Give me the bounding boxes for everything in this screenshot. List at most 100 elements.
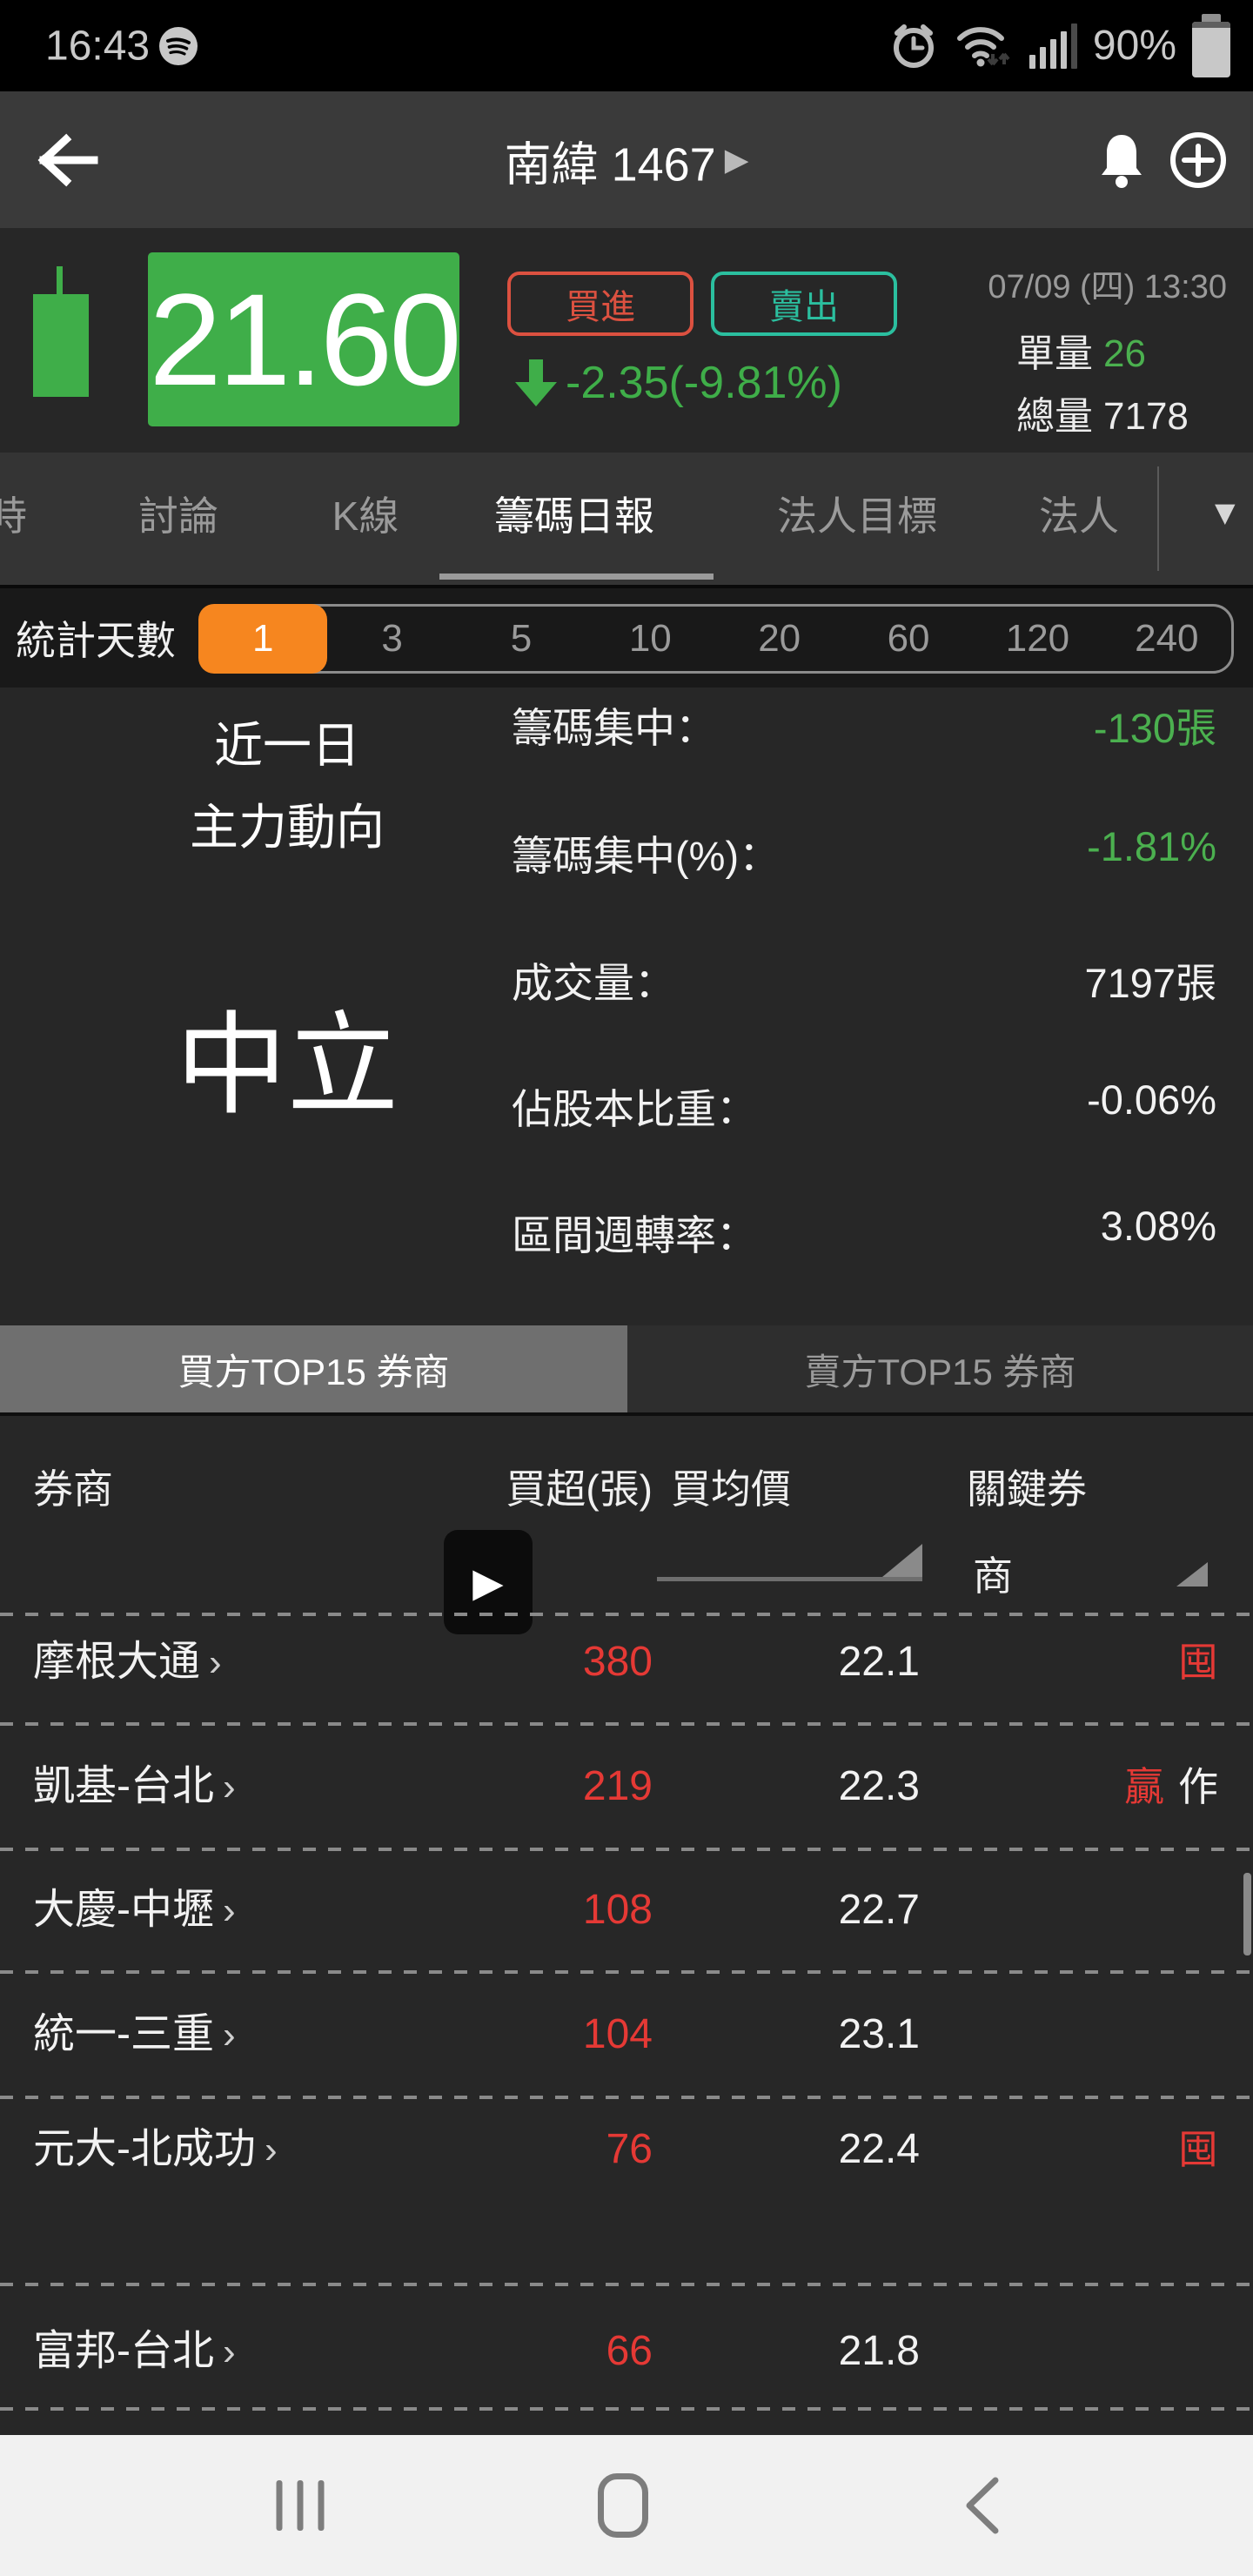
- day-option-20[interactable]: 20: [758, 617, 801, 660]
- dashed-separator: [0, 1722, 1253, 1726]
- sell-button[interactable]: 賣出: [711, 272, 897, 336]
- table-row[interactable]: 摩根大通 › 380 22.1 囤: [0, 1633, 1253, 1799]
- broker-top15-toggle: 買方TOP15 券商 賣方TOP15 券商: [0, 1325, 1253, 1416]
- android-back-button[interactable]: [962, 2475, 1001, 2536]
- recents-button[interactable]: [276, 2480, 325, 2531]
- col-header-net-buy[interactable]: 買超(張): [506, 1466, 653, 1512]
- day-option-120[interactable]: 120: [1005, 617, 1070, 660]
- section-tab-bar: 時 討論 K線 籌碼日報 法人目標 法人 ▼: [0, 453, 1253, 588]
- summary-label: 佔股本比重：: [512, 1086, 757, 1132]
- broker-name: 凱基-台北: [33, 1763, 214, 1809]
- add-to-watchlist-button[interactable]: [1168, 130, 1229, 191]
- home-button[interactable]: [598, 2473, 648, 2538]
- chevron-right-icon: ›: [223, 1766, 236, 1808]
- broker-name-link[interactable]: 統一-三重 ›: [33, 2006, 294, 2064]
- tab-sell-top15[interactable]: 賣方TOP15 券商: [627, 1325, 1253, 1412]
- key-broker-badge: 作: [1178, 1764, 1218, 1809]
- chevron-right-icon: ›: [209, 1641, 222, 1684]
- stock-name-code: 南緯 1467: [504, 138, 716, 191]
- main-force-verdict: 中立: [175, 1003, 399, 1128]
- current-price: 21.60: [149, 265, 461, 413]
- col-header-key-broker-line2[interactable]: 商: [973, 1553, 1013, 1599]
- summary-label: 成交量：: [512, 960, 675, 1006]
- col-header-key-broker[interactable]: 關鍵券: [967, 1466, 1087, 1512]
- unit-volume-value: 26: [1103, 332, 1146, 375]
- notification-bell-button[interactable]: [1095, 130, 1149, 191]
- tab-3[interactable]: 籌碼日報: [494, 493, 654, 539]
- back-button[interactable]: [33, 129, 103, 191]
- quote-datetime: 07/09 (四) 13:30: [988, 269, 1227, 305]
- status-icons: 90%: [888, 13, 1230, 77]
- broker-name-link[interactable]: 富邦-台北 ›: [33, 2323, 294, 2381]
- tab-0[interactable]: 時: [0, 493, 27, 539]
- table-row[interactable]: 富邦-台北 › 66 21.8: [0, 2323, 1253, 2488]
- broker-name: 摩根大通: [33, 1639, 201, 1685]
- broker-table: 券商 買超(張) 買均價 關鍵券 商 ▶ 摩根大通 › 380 22.1 囤凱基-台北 ›…: [0, 1416, 1253, 2435]
- tab-4[interactable]: 法人目標: [777, 493, 937, 539]
- net-buy-value: 66: [606, 2328, 653, 2374]
- scrollbar-thumb[interactable]: [1243, 1873, 1251, 1955]
- status-bar: 16:43: [0, 0, 1253, 91]
- period-text-line1: 近一日: [214, 718, 360, 773]
- chevron-right-icon: ›: [223, 2014, 236, 2056]
- dashed-separator: [0, 2407, 1253, 2411]
- key-broker-badges: 囤: [1164, 2121, 1218, 2178]
- sort-ascending-icon[interactable]: [882, 1544, 922, 1577]
- dashed-separator: [0, 1613, 1253, 1616]
- day-option-3[interactable]: 3: [381, 617, 403, 660]
- battery-percent: 90%: [1092, 23, 1176, 69]
- unit-volume-row: 單量 26: [1016, 322, 1146, 378]
- sort-ascending-icon[interactable]: [1176, 1562, 1208, 1587]
- tab-buy-top15[interactable]: 買方TOP15 券商: [0, 1325, 627, 1412]
- table-row[interactable]: 統一-三重 › 104 23.1: [0, 2006, 1253, 2171]
- more-tabs-dropdown[interactable]: ▼: [1208, 493, 1243, 533]
- clock-time: 16:43: [45, 23, 151, 69]
- app-nav-bar: 南緯 1467 ▶: [0, 91, 1253, 228]
- key-broker-badge: 贏: [1124, 1764, 1164, 1809]
- broker-name: 元大-北成功: [33, 2126, 256, 2172]
- stock-title[interactable]: 南緯 1467 ▶: [505, 125, 749, 194]
- chevron-right-icon: ›: [265, 2129, 278, 2171]
- avg-price-value: 21.8: [838, 2328, 920, 2374]
- unit-volume-label: 單量: [1016, 332, 1093, 375]
- sort-indicator-line: [657, 1577, 922, 1581]
- broker-name-link[interactable]: 大慶-中壢 ›: [33, 1882, 294, 1940]
- broker-name-link[interactable]: 摩根大通 ›: [33, 1633, 294, 1692]
- stat-days-selector: 統計天數 1 3 5 10 20 60 120 240: [0, 588, 1253, 688]
- tab-1[interactable]: 討論: [138, 493, 218, 539]
- day-option-1[interactable]: 1: [198, 604, 328, 674]
- table-row[interactable]: 大慶-中壢 › 108 22.7: [0, 1882, 1253, 2047]
- period-text-line2: 主力動向: [190, 800, 385, 855]
- avg-price-value: 22.7: [838, 1887, 920, 1933]
- tab-5[interactable]: 法人: [1039, 493, 1119, 539]
- day-option-60[interactable]: 60: [887, 617, 930, 660]
- table-row[interactable]: 元大-北成功 › 76 22.4 囤: [0, 2121, 1253, 2286]
- price-change-value: -2.35(-9.81%): [566, 358, 842, 408]
- day-option-10[interactable]: 10: [628, 617, 672, 660]
- signal-strength-icon: [1029, 23, 1077, 69]
- tab-2[interactable]: K線: [332, 493, 399, 539]
- android-nav-bar: [0, 2435, 1253, 2576]
- current-price-box: 21.60: [148, 252, 462, 426]
- col-header-broker[interactable]: 券商: [33, 1466, 113, 1512]
- stat-days-options: 1 3 5 10 20 60 120 240: [198, 604, 1234, 674]
- price-change-row: -2.35(-9.81%): [513, 357, 842, 409]
- summary-value: -130張: [1093, 705, 1216, 751]
- dashed-separator: [0, 1970, 1253, 1974]
- alarm-icon: [888, 21, 939, 71]
- col-header-avg-price[interactable]: 買均價: [671, 1466, 791, 1512]
- play-icon: ▶: [472, 1560, 504, 1605]
- day-option-5[interactable]: 5: [510, 617, 533, 660]
- broker-name-link[interactable]: 元大-北成功 ›: [33, 2121, 294, 2179]
- avg-price-value: 23.1: [838, 2011, 920, 2057]
- broker-name-link[interactable]: 凱基-台北 ›: [33, 1758, 294, 1816]
- net-buy-value: 104: [582, 2011, 653, 2057]
- buy-button[interactable]: 買進: [507, 272, 694, 336]
- avg-price-value: 22.1: [838, 1639, 920, 1685]
- dashed-separator: [0, 1848, 1253, 1851]
- table-row[interactable]: 凱基-台北 › 219 22.3 贏作: [0, 1758, 1253, 1923]
- battery-icon: [1192, 13, 1230, 77]
- day-option-240[interactable]: 240: [1135, 617, 1199, 660]
- replay-overlay-button[interactable]: ▶: [444, 1530, 533, 1634]
